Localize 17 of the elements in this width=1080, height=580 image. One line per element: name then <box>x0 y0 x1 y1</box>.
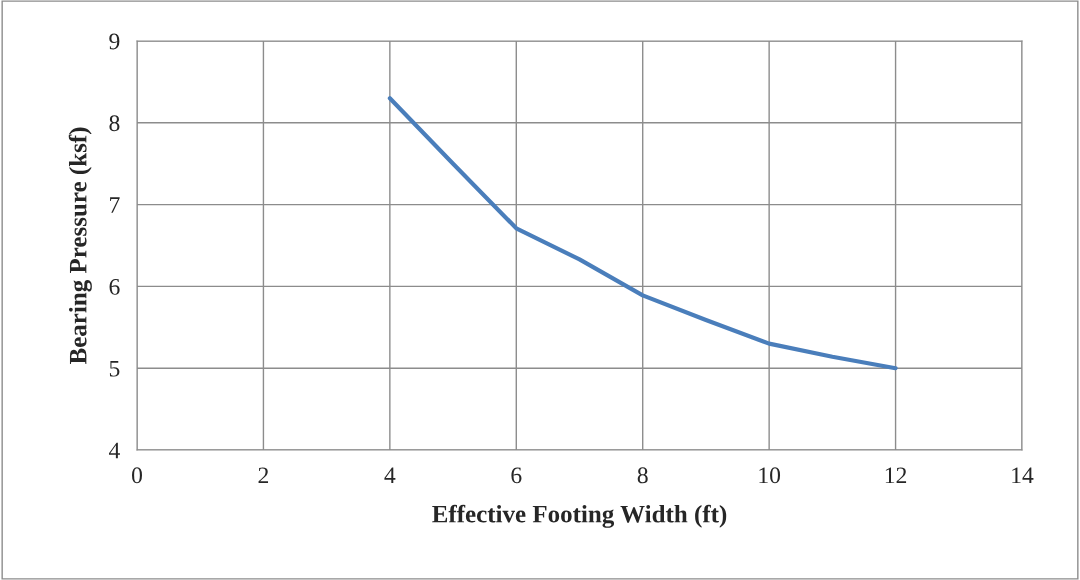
y-tick-label: 9 <box>109 33 120 50</box>
x-tick-label: 6 <box>511 467 522 484</box>
x-tick-label: 10 <box>759 467 781 484</box>
y-axis-title: Bearing Pressure (ksf) <box>68 127 92 365</box>
line-series <box>387 96 898 371</box>
x-tick-label: 12 <box>885 467 907 484</box>
y-tick-label: 5 <box>109 360 120 377</box>
x-tick-label: 8 <box>637 467 648 484</box>
x-tick-label: 2 <box>258 467 269 484</box>
x-tick-label: 14 <box>1012 467 1034 484</box>
y-tick-label: 8 <box>109 115 120 132</box>
y-tick-label: 4 <box>108 442 120 459</box>
x-tick-label: 4 <box>384 467 396 484</box>
x-axis-title: Effective Footing Width (ft) <box>432 504 727 528</box>
y-tick-label: 6 <box>109 278 120 295</box>
x-tick-label: 0 <box>132 467 142 484</box>
y-tick-label: 7 <box>110 197 120 213</box>
